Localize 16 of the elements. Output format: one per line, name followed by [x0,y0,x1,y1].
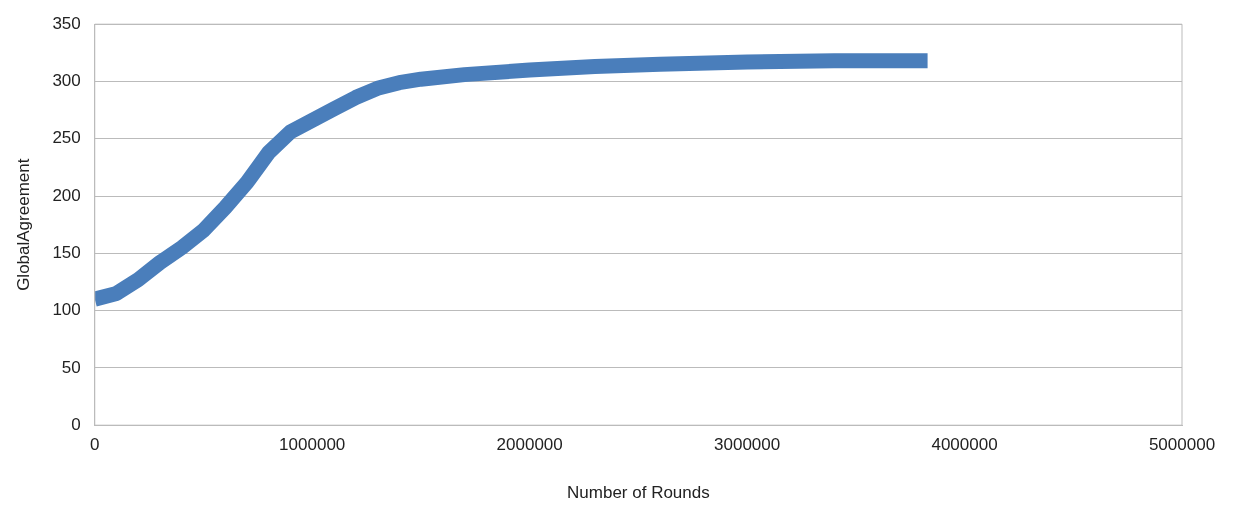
x-tick-label: 5000000 [1148,435,1216,455]
y-tick-label: 50 [61,357,81,377]
x-tick-label: 3000000 [714,435,781,455]
x-tick-label: 0 [90,435,100,455]
y-tick-label: 250 [52,128,81,148]
x-tick-label: 4000000 [931,435,998,455]
y-tick-label: 150 [52,243,81,263]
y-tick-label: 300 [52,71,81,91]
y-tick-label: 200 [52,185,81,205]
x-axis-title: Number of Rounds [567,483,710,503]
y-tick-label: 100 [52,300,81,320]
y-tick-label: 0 [71,414,81,434]
y-axis-title: GlobalAgreement [13,158,33,291]
x-tick-label: 2000000 [496,435,563,455]
x-tick-label: 1000000 [279,435,346,455]
y-tick-label: 350 [52,13,81,33]
